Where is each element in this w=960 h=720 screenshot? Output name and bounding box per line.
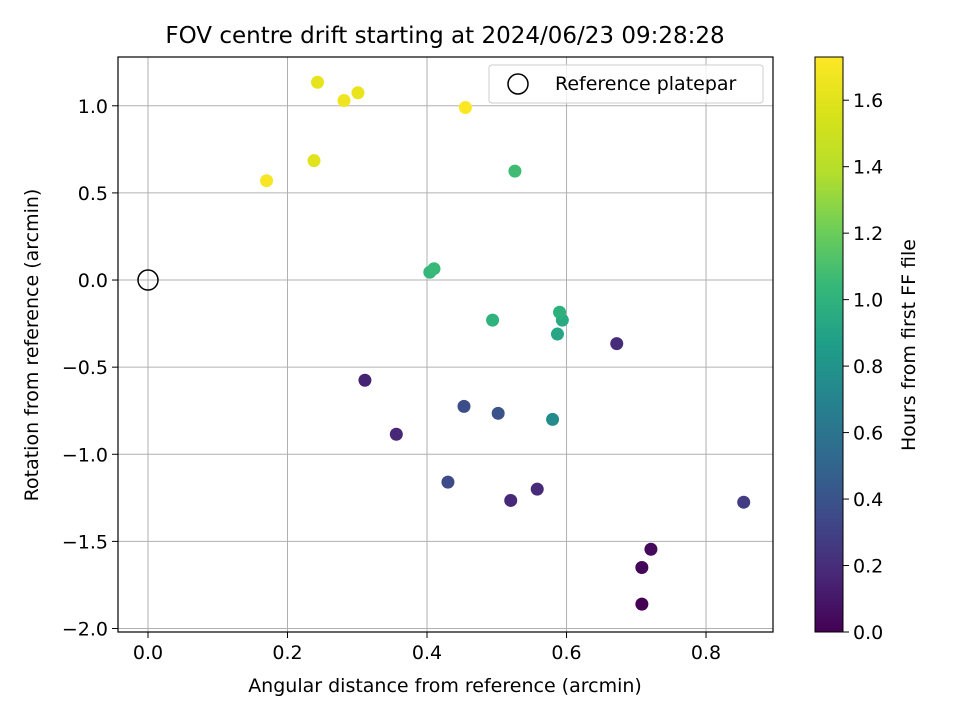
x-ticks: 0.0 0.2 0.4 0.6 0.8	[133, 632, 721, 664]
colorbar-ticks: 0.0 0.2 0.4 0.6 0.8 1.0 1.2 1.4 1.6	[843, 90, 883, 644]
data-point	[427, 262, 441, 276]
data-point	[307, 154, 321, 168]
x-tick-label: 0.0	[133, 642, 163, 664]
plot-frame	[117, 56, 774, 633]
data-point	[389, 427, 403, 441]
data-point	[635, 561, 649, 575]
legend-reference-marker	[507, 73, 529, 95]
colorbar-tick-label: 0.4	[853, 489, 883, 511]
data-point	[310, 75, 324, 89]
data-point	[457, 399, 471, 413]
y-tick-label: 1.0	[78, 96, 108, 118]
y-tick-label: −0.5	[62, 357, 108, 379]
data-point	[504, 493, 518, 507]
colorbar-tick-label: 0.2	[853, 556, 883, 578]
colorbar-tick-label: 1.4	[853, 157, 883, 179]
data-point	[337, 94, 351, 108]
grid	[118, 57, 773, 632]
data-point	[635, 597, 649, 611]
colorbar-tick-label: 0.6	[853, 423, 883, 445]
data-point	[486, 313, 500, 327]
legend: Reference platepar	[488, 64, 764, 104]
x-tick-label: 0.8	[691, 642, 721, 664]
data-point	[491, 406, 505, 420]
data-point	[610, 337, 624, 351]
y-tick-label: −1.5	[62, 531, 108, 553]
data-point	[546, 412, 560, 426]
y-axis-label: Rotation from reference (arcmin)	[21, 189, 43, 502]
data-point	[358, 373, 372, 387]
data-point	[441, 475, 455, 489]
colorbar-tick-label: 1.0	[853, 290, 883, 312]
y-ticks: −2.0 −1.5 −1.0 −0.5 0.0 0.5 1.0	[62, 96, 118, 641]
y-tick-label: 0.0	[78, 270, 108, 292]
colorbar-label: Hours from first FF file	[898, 239, 920, 451]
reference-point-marker	[137, 269, 159, 291]
data-point	[260, 174, 274, 188]
data-point	[550, 327, 564, 341]
chart-title: FOV centre drift starting at 2024/06/23 …	[165, 23, 724, 49]
y-tick-label: 0.5	[78, 183, 108, 205]
data-point	[508, 164, 522, 178]
x-axis-label: Angular distance from reference (arcmin)	[248, 675, 642, 697]
colorbar-gradient	[814, 56, 844, 633]
colorbar-tick-label: 1.2	[853, 223, 883, 245]
data-point	[458, 101, 472, 115]
x-tick-label: 0.6	[551, 642, 581, 664]
data-point	[530, 482, 544, 496]
legend-box	[488, 64, 764, 104]
y-tick-label: −1.0	[62, 444, 108, 466]
colorbar-tick-label: 1.6	[853, 90, 883, 112]
data-point	[351, 86, 365, 100]
x-tick-label: 0.2	[272, 642, 302, 664]
y-tick-label: −2.0	[62, 619, 108, 641]
legend-reference-label: Reference platepar	[555, 73, 737, 95]
colorbar: 0.0 0.2 0.4 0.6 0.8 1.0 1.2 1.4 1.6 Hours from f…	[814, 56, 920, 644]
data-points	[137, 75, 751, 611]
colorbar-tick-label: 0.8	[853, 356, 883, 378]
data-point	[553, 305, 567, 319]
colorbar-tick-label: 0.0	[853, 622, 883, 644]
x-tick-label: 0.4	[412, 642, 442, 664]
data-point	[737, 495, 751, 509]
data-point	[644, 542, 658, 556]
